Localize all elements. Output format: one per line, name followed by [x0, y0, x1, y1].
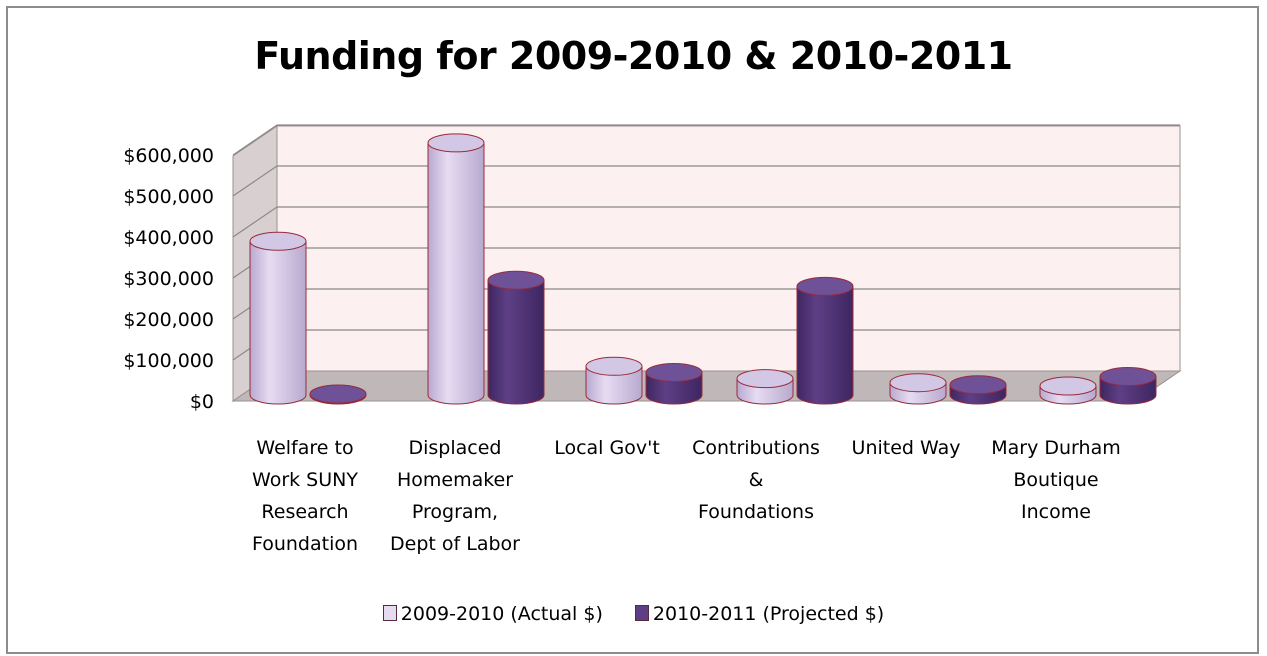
- legend: 2009-2010 (Actual $) 2010-2011 (Projected…: [0, 603, 1267, 625]
- bar-2-1: [645, 362, 703, 405]
- bar-1-0: [427, 133, 485, 405]
- bar-body: [487, 279, 545, 405]
- bar-top: [249, 231, 307, 251]
- category-label-line: Displaced: [408, 437, 502, 459]
- bar-5-1: [1099, 367, 1157, 405]
- bar-top: [645, 362, 703, 382]
- bar-2-0: [585, 356, 643, 405]
- bar-3-1: [796, 276, 854, 405]
- category-label-line: Foundation: [251, 533, 359, 555]
- gridline-side: [232, 124, 278, 156]
- bar-top: [585, 356, 643, 376]
- category-label-line: Welfare to: [256, 437, 354, 459]
- category-label-line: Foundations: [698, 501, 814, 523]
- category-label: Contributions & Foundations: [676, 432, 836, 528]
- gridline-side: [232, 165, 278, 197]
- y-tick-label: $300,000: [123, 268, 214, 290]
- gridline-side: [232, 206, 278, 238]
- floor: [231, 370, 1182, 402]
- bar-3-0: [736, 369, 794, 405]
- bar-4-1: [949, 375, 1007, 405]
- bar-0-1: [309, 384, 367, 405]
- bar-top: [889, 373, 947, 393]
- bar-top: [309, 384, 367, 404]
- category-label: Displaced Homemaker Program, Dept of Labor: [375, 432, 535, 560]
- legend-label: 2010-2011 (Projected $): [652, 603, 885, 625]
- bar-body: [249, 240, 307, 405]
- category-label: Mary Durham Boutique Income: [976, 432, 1136, 528]
- bar-body: [796, 285, 854, 405]
- bar-body: [585, 365, 643, 405]
- y-tick-label: $200,000: [123, 309, 214, 331]
- chart-title: Funding for 2009-2010 & 2010-2011: [254, 34, 1013, 78]
- bar-1-1: [487, 270, 545, 405]
- bar-top: [1099, 367, 1157, 387]
- bar-top: [796, 276, 854, 296]
- legend-swatch: [634, 605, 649, 621]
- category-label: Local Gov't: [527, 432, 687, 464]
- category-label-line: Research: [261, 501, 349, 523]
- category-label-line: Program,: [411, 501, 499, 523]
- y-tick-label: $600,000: [123, 145, 214, 167]
- category-label-line: Local Gov't: [554, 437, 660, 459]
- legend-item: 2010-2011 (Projected $): [634, 603, 885, 625]
- bar-4-0: [889, 373, 947, 405]
- category-label-line: Mary Durham: [991, 437, 1121, 459]
- category-label-line: Income: [1021, 501, 1091, 523]
- category-label-line: Homemaker: [396, 469, 514, 491]
- legend-swatch: [382, 605, 397, 621]
- bar-top: [949, 375, 1007, 395]
- category-label-line: Work SUNY: [252, 469, 358, 491]
- category-label-line: United Way: [851, 437, 961, 459]
- category-label: United Way: [826, 432, 986, 464]
- category-label: Welfare to Work SUNY Research Foundation: [225, 432, 385, 560]
- y-tick-label: $0: [190, 391, 214, 413]
- category-label-line: Boutique: [1013, 469, 1099, 491]
- y-tick-label: $500,000: [123, 186, 214, 208]
- y-tick-label: $400,000: [123, 227, 214, 249]
- bar-top: [736, 369, 794, 389]
- bar-body: [427, 142, 485, 405]
- bar-top: [487, 270, 545, 290]
- category-label-line: &: [748, 469, 764, 491]
- bar-5-0: [1039, 376, 1097, 405]
- legend-label: 2009-2010 (Actual $): [400, 603, 603, 625]
- bar-top: [427, 133, 485, 153]
- y-tick-label: $100,000: [123, 350, 214, 372]
- bar-top: [1039, 376, 1097, 396]
- bar-0-0: [249, 231, 307, 405]
- category-label-line: Dept of Labor: [390, 533, 520, 555]
- category-label-line: Contributions: [692, 437, 820, 459]
- legend-item: 2009-2010 (Actual $): [382, 603, 603, 625]
